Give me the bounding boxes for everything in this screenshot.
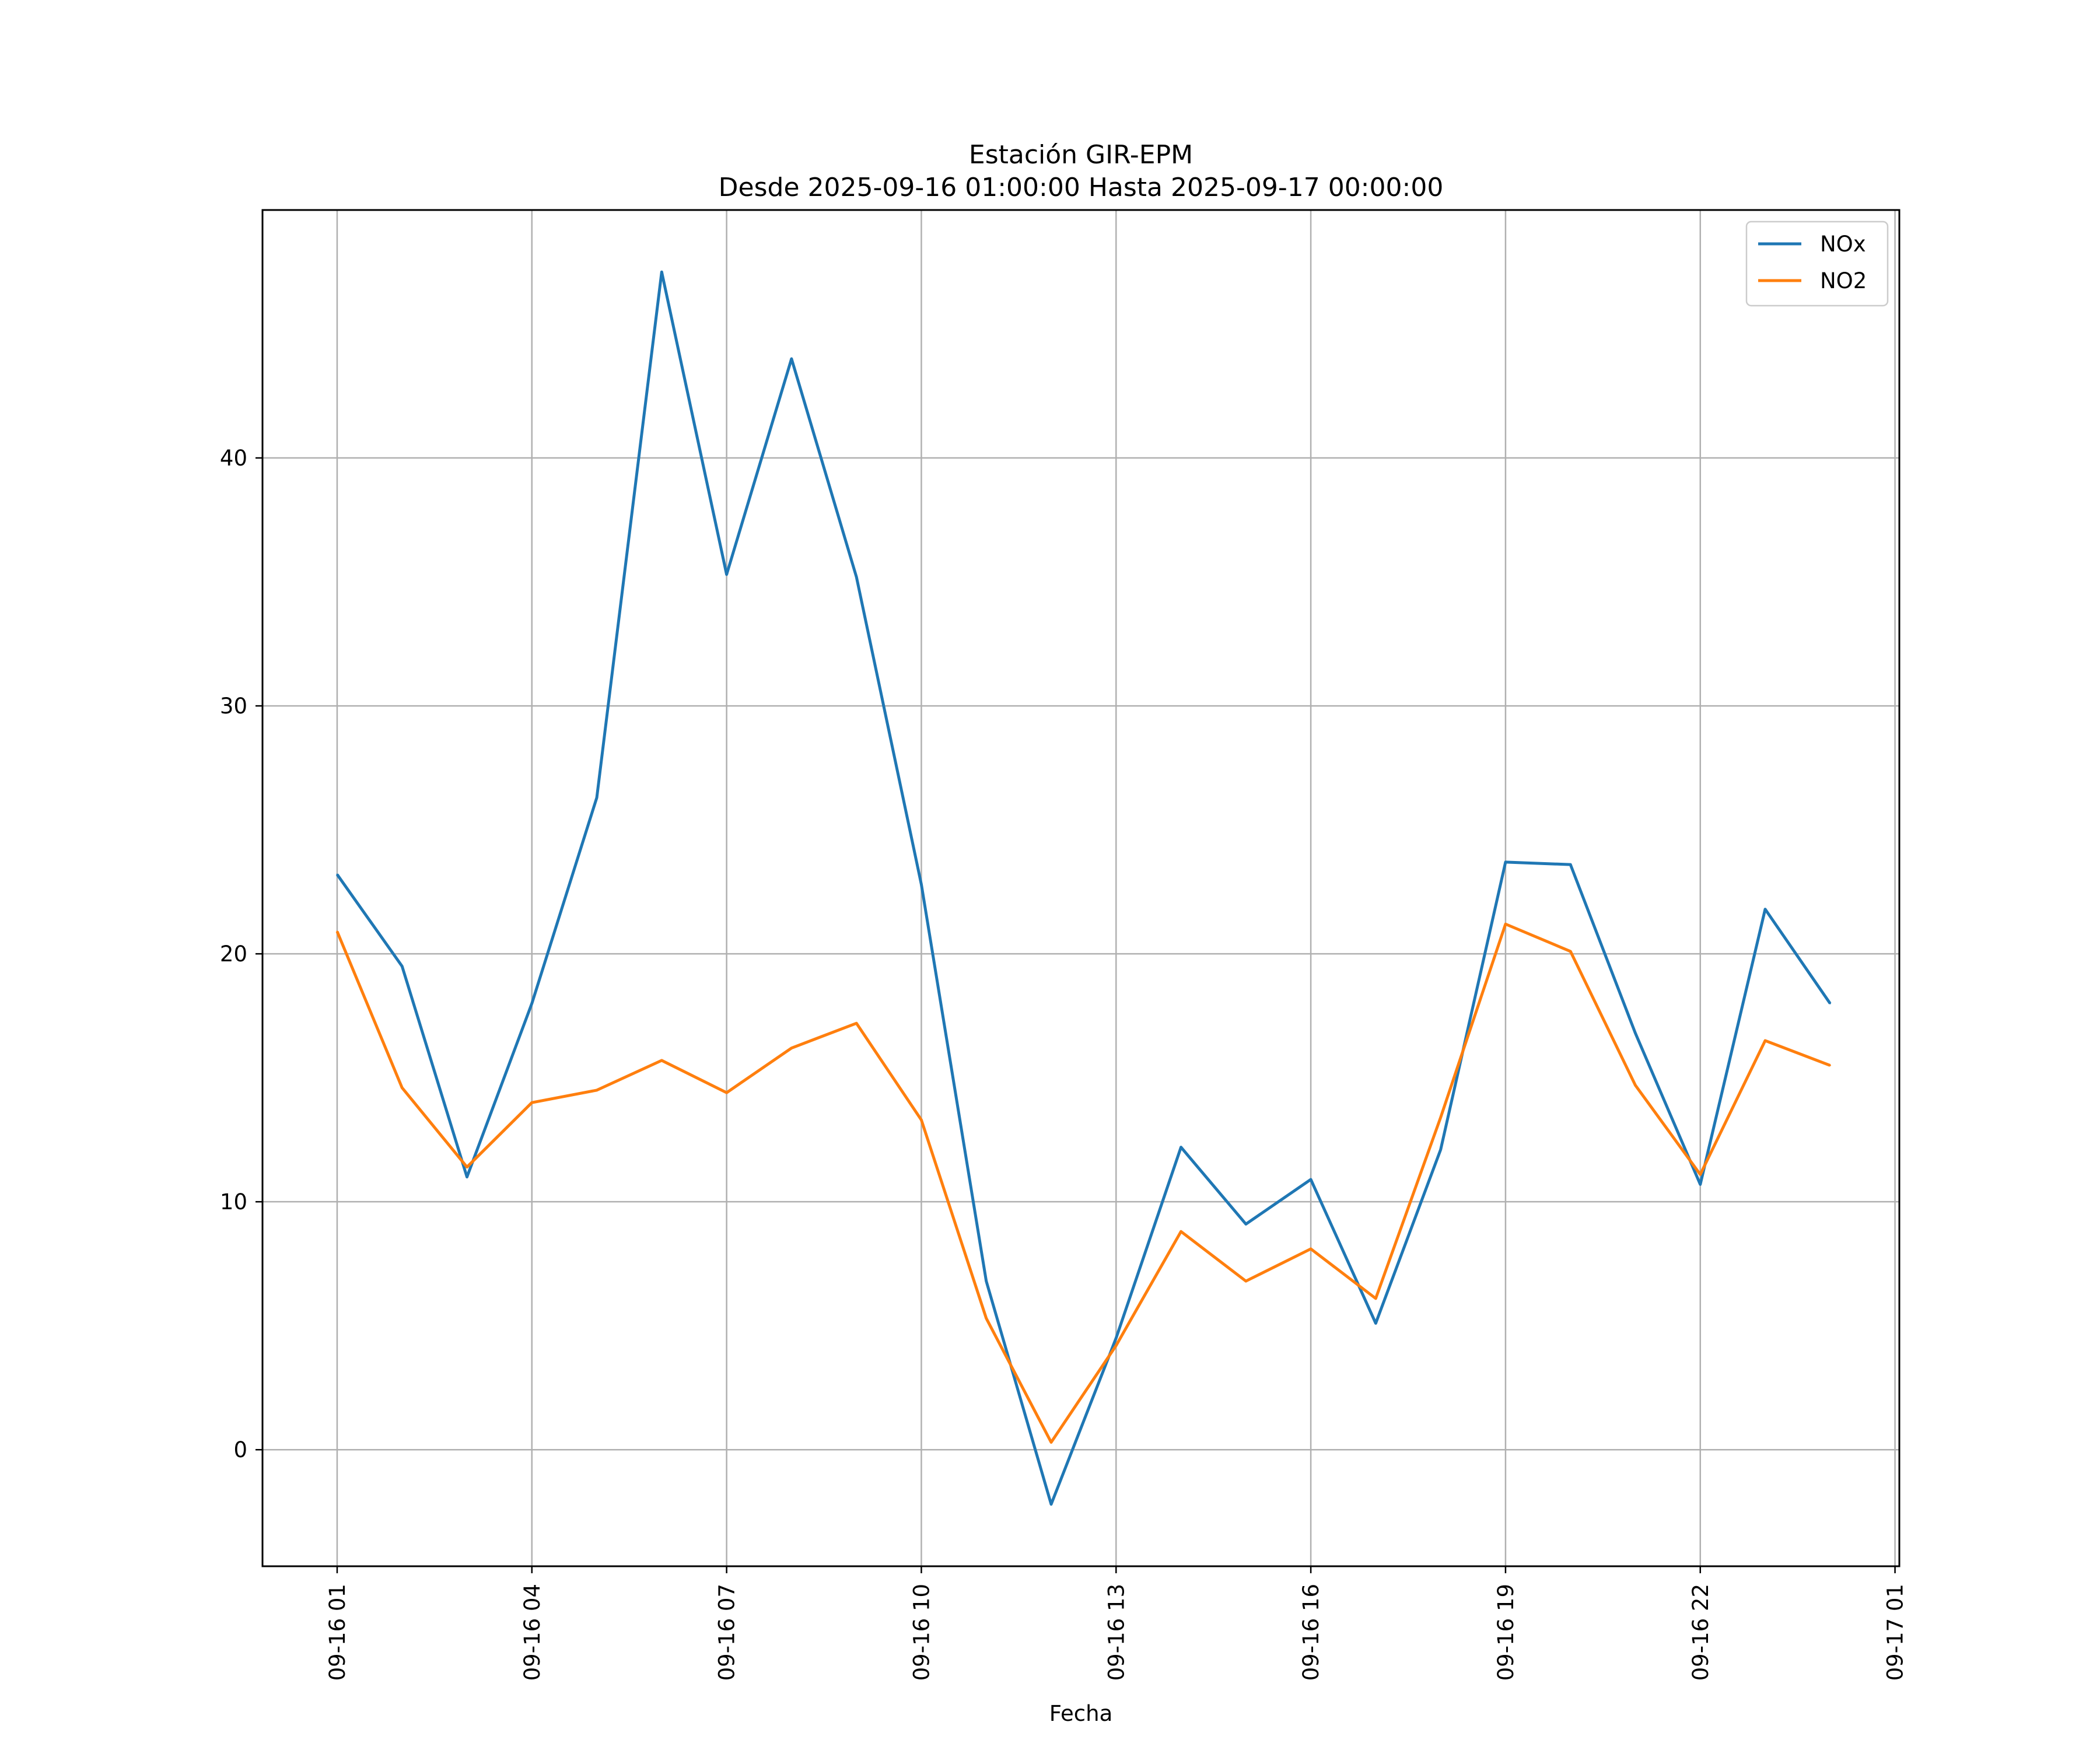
data-point-nox xyxy=(401,965,403,967)
data-point-nox xyxy=(466,1176,468,1178)
x-axis-ticks: 09-16 01 09-16 04 09-16 07 09-16 10 09-16 13… xyxy=(325,1566,1908,1681)
data-point-no2 xyxy=(1504,923,1507,925)
x-tick-label: 09-16 07 xyxy=(715,1584,740,1681)
series-line-no2 xyxy=(335,922,1831,1444)
chart-subtitle: Desde 2025-09-16 01:00:00 Hasta 2025-09-… xyxy=(719,173,1444,202)
legend-label-no2: NO2 xyxy=(1820,268,1867,293)
x-tick-label: 09-16 04 xyxy=(520,1584,545,1681)
data-point-no2 xyxy=(660,1059,663,1062)
y-tick-label: 20 xyxy=(220,942,247,967)
grid xyxy=(262,210,1899,1566)
data-point-nox xyxy=(1374,1322,1377,1324)
data-point-no2 xyxy=(1764,1040,1766,1042)
data-point-no2 xyxy=(920,1119,922,1121)
x-axis-label: Fecha xyxy=(1049,1701,1113,1726)
x-tick-label: 09-16 19 xyxy=(1493,1584,1518,1681)
data-point-nox xyxy=(660,271,663,273)
data-point-no2 xyxy=(1115,1345,1117,1347)
data-point-no2 xyxy=(1569,950,1572,953)
x-tick-label: 09-16 13 xyxy=(1104,1584,1129,1681)
data-point-no2 xyxy=(1374,1297,1377,1300)
data-point-nox xyxy=(336,873,338,876)
data-point-nox xyxy=(790,358,793,360)
data-point-nox xyxy=(1569,863,1572,866)
plot-frame xyxy=(261,209,1901,1567)
data-point-no2 xyxy=(1699,1173,1702,1175)
data-point-nox xyxy=(1699,1183,1702,1185)
data-point-nox xyxy=(531,1002,533,1005)
data-point-nox xyxy=(1829,1002,1831,1005)
x-tick-label: 09-17 01 xyxy=(1883,1584,1908,1681)
data-point-nox xyxy=(1180,1146,1182,1149)
data-point-nox xyxy=(1115,1337,1117,1339)
data-point-nox xyxy=(1245,1223,1247,1225)
data-point-no2 xyxy=(466,1166,468,1168)
data-point-no2 xyxy=(790,1047,793,1049)
legend-label-nox: NOx xyxy=(1820,232,1866,257)
y-tick-label: 0 xyxy=(233,1437,247,1462)
data-point-no2 xyxy=(401,1087,403,1089)
data-point-nox xyxy=(596,796,598,799)
chart-title: Estación GIR-EPM xyxy=(969,140,1193,170)
data-point-nox xyxy=(726,573,728,576)
data-point-nox xyxy=(985,1280,988,1282)
data-point-no2 xyxy=(985,1317,988,1320)
y-tick-label: 40 xyxy=(220,446,247,471)
data-point-nox xyxy=(1634,1032,1636,1034)
data-point-nox xyxy=(920,883,922,886)
data-point-no2 xyxy=(531,1101,533,1104)
data-point-nox xyxy=(1310,1178,1312,1181)
data-point-no2 xyxy=(1634,1084,1636,1086)
y-tick-label: 10 xyxy=(220,1189,247,1214)
data-point-no2 xyxy=(1245,1280,1247,1282)
x-tick-label: 09-16 10 xyxy=(909,1584,934,1681)
data-point-no2 xyxy=(336,930,338,933)
x-tick-label: 09-16 01 xyxy=(325,1584,350,1681)
data-point-no2 xyxy=(1440,1116,1442,1119)
data-point-nox xyxy=(1504,861,1507,863)
data-point-nox xyxy=(1050,1503,1052,1506)
series-line-nox xyxy=(335,270,1832,1506)
data-point-no2 xyxy=(1180,1230,1182,1233)
data-point-no2 xyxy=(726,1091,728,1094)
data-point-nox xyxy=(1440,1149,1442,1151)
data-point-no2 xyxy=(1829,1064,1831,1066)
y-tick-label: 30 xyxy=(220,694,247,719)
x-tick-label: 09-16 16 xyxy=(1298,1584,1324,1681)
legend: NOx NO2 xyxy=(1745,220,1889,307)
data-point-no2 xyxy=(855,1022,858,1024)
data-point-no2 xyxy=(1310,1248,1312,1250)
data-point-nox xyxy=(1764,908,1766,911)
y-axis-ticks: 0 10 20 30 40 xyxy=(220,446,262,1462)
data-point-nox xyxy=(855,576,858,578)
data-point-no2 xyxy=(1050,1441,1052,1443)
data-point-no2 xyxy=(596,1089,598,1091)
x-tick-label: 09-16 22 xyxy=(1688,1584,1713,1681)
series-lines xyxy=(335,270,1832,1506)
